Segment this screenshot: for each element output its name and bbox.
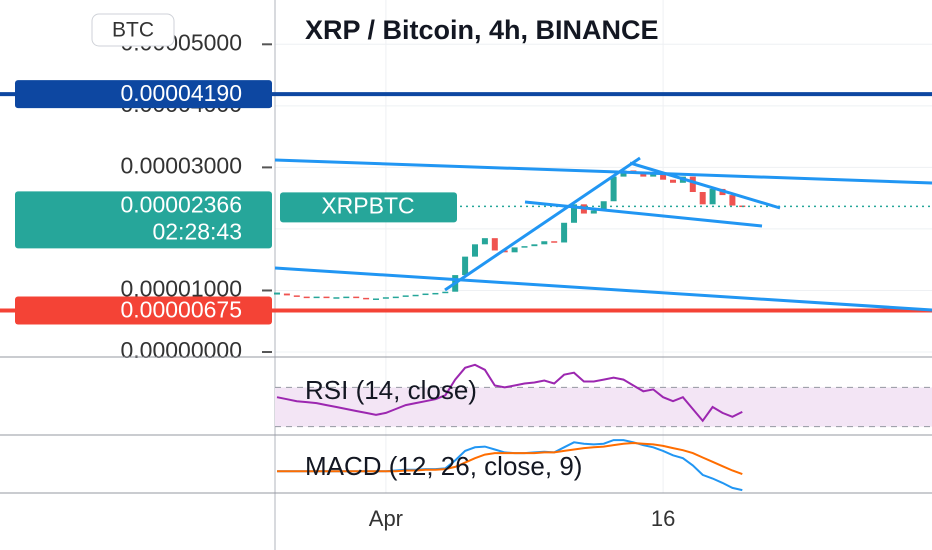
candle	[432, 292, 439, 295]
rsi-line	[276, 363, 743, 423]
candle	[313, 296, 320, 299]
candle	[373, 298, 379, 300]
candle	[382, 297, 389, 299]
chart-title: XRP / Bitcoin, 4h, BINANCE	[305, 15, 659, 45]
price-level-box	[15, 80, 272, 109]
price-level-box	[15, 296, 272, 325]
symbol-label: XRPBTC	[321, 192, 414, 218]
y-tick-label: 0.00000000	[120, 337, 242, 363]
candle	[491, 238, 498, 251]
macd-title: MACD (12, 26, close, 9)	[305, 451, 582, 481]
countdown: 02:28:43	[152, 218, 242, 244]
candle	[392, 296, 399, 299]
candle	[729, 195, 736, 206]
currency-button-label[interactable]: BTC	[112, 19, 154, 42]
trend-line	[274, 266, 932, 312]
trend-line	[444, 156, 641, 292]
trend-lines	[274, 156, 932, 312]
current-price-label: 0.00002366	[120, 191, 242, 217]
y-tick-label: 0.00003000	[120, 152, 242, 178]
candle	[412, 294, 419, 297]
candle	[472, 244, 478, 257]
candle	[283, 293, 290, 296]
candle	[600, 201, 607, 211]
candle	[660, 173, 667, 180]
candle	[689, 176, 696, 193]
rsi-title: RSI (14, close)	[305, 375, 477, 405]
candle	[709, 188, 716, 205]
candle	[293, 295, 300, 297]
candle	[541, 241, 548, 245]
candle	[551, 241, 558, 243]
candle	[303, 296, 310, 299]
candle	[511, 247, 518, 253]
candle	[531, 244, 538, 247]
candle	[670, 179, 676, 183]
trend-line	[524, 200, 763, 228]
symbol-box	[280, 192, 457, 223]
candle	[699, 192, 706, 205]
candle	[363, 297, 370, 300]
candle	[442, 291, 449, 294]
currency-button[interactable]	[91, 13, 175, 47]
trend-line	[629, 161, 781, 210]
candle	[610, 176, 617, 202]
trend-line	[274, 158, 932, 185]
candle	[521, 246, 528, 248]
candle	[571, 204, 577, 223]
candle	[561, 222, 568, 243]
candle	[650, 173, 657, 177]
candle	[353, 296, 360, 299]
x-tick-label: 16	[651, 506, 675, 531]
candle	[640, 173, 647, 177]
candle	[481, 238, 488, 245]
price-level-label: 0.00000675	[120, 297, 242, 323]
rsi-band	[275, 387, 932, 427]
candle	[590, 210, 597, 214]
candle	[323, 296, 330, 299]
price-level-label: 0.00004190	[120, 80, 242, 106]
candle	[462, 256, 469, 276]
current-price-box	[15, 191, 272, 249]
candle	[422, 293, 429, 296]
x-tick-label: Apr	[369, 506, 403, 531]
candle	[343, 296, 350, 299]
candle	[333, 297, 340, 299]
macd-line	[277, 441, 743, 476]
candle	[402, 295, 409, 297]
